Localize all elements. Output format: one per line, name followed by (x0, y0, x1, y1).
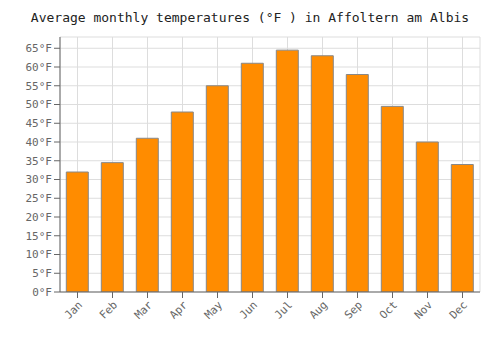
svg-text:60°F: 60°F (26, 61, 53, 74)
svg-text:15°F: 15°F (26, 230, 53, 243)
svg-text:Apr: Apr (167, 298, 191, 322)
svg-text:Dec: Dec (447, 298, 470, 321)
svg-text:20°F: 20°F (26, 211, 53, 224)
html-text:Average monthly temperatures (: Average monthly temperatures (°F ) in Af… (30, 10, 470, 25)
svg-text:35°F: 35°F (26, 155, 53, 168)
svg-text:Sep: Sep (342, 298, 365, 321)
svg-text:Mar: Mar (132, 298, 156, 322)
svg-text:Feb: Feb (97, 298, 120, 321)
svg-text:10°F: 10°F (26, 248, 53, 261)
svg-text:5°F: 5°F (32, 267, 52, 280)
svg-text:0°F: 0°F (32, 286, 52, 299)
svg-text:55°F: 55°F (26, 80, 53, 93)
svg-text:May: May (202, 298, 226, 322)
svg-text:45°F: 45°F (26, 117, 53, 130)
svg-text:Jun: Jun (237, 298, 260, 321)
svg-text:50°F: 50°F (26, 98, 53, 111)
svg-text:65°F: 65°F (26, 42, 53, 55)
svg-text:Jul: Jul (272, 298, 295, 321)
svg-text:40°F: 40°F (26, 136, 53, 149)
svg-text:30°F: 30°F (26, 173, 53, 186)
svg-text:Aug: Aug (307, 298, 330, 321)
svg-text:Jan: Jan (62, 298, 85, 321)
svg-text:Oct: Oct (377, 298, 400, 321)
svg-text:25°F: 25°F (26, 192, 53, 205)
svg-text:Nov: Nov (412, 298, 436, 322)
